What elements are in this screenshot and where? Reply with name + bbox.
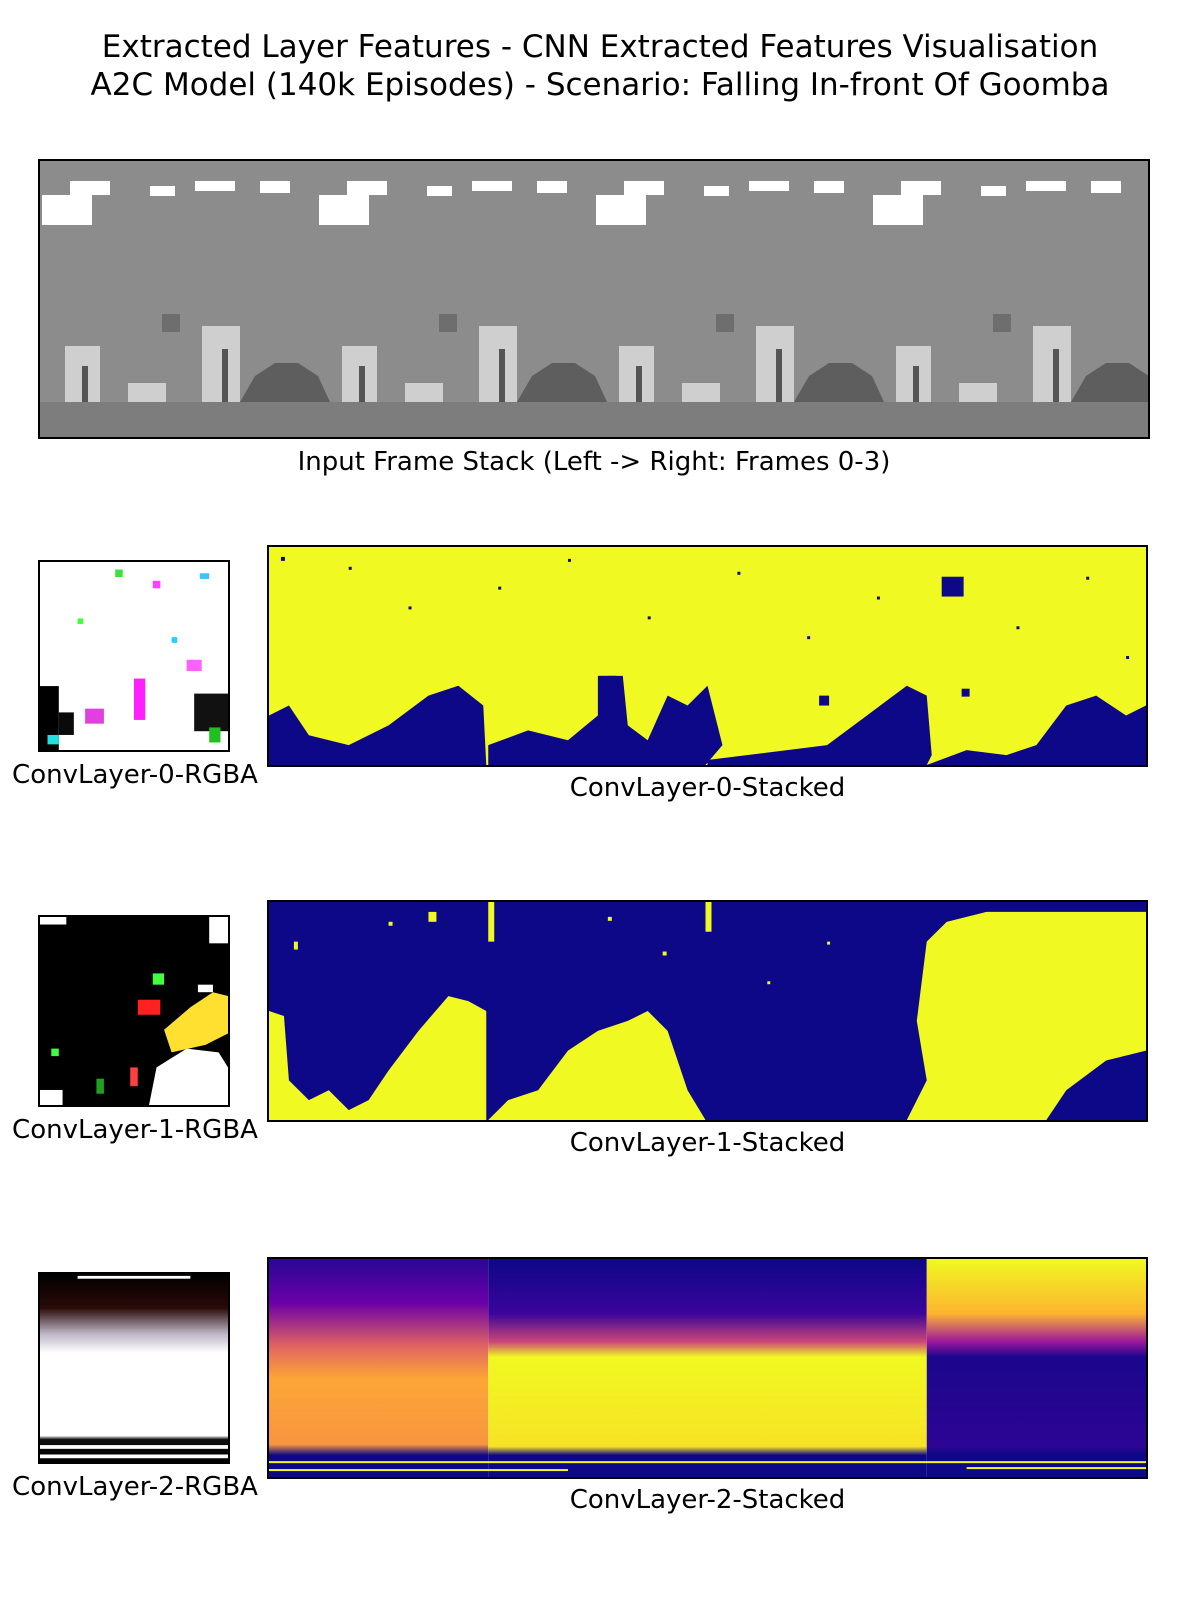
conv-layer-1-stacked-image — [267, 900, 1148, 1122]
pipe-shadow — [82, 366, 88, 402]
input-frame-stack-svg — [40, 161, 1148, 437]
conv-layer-0-stacked-caption: ConvLayer-0-Stacked — [569, 773, 846, 803]
cloud — [150, 186, 175, 196]
conv-layer-0-stacked-image — [267, 545, 1148, 767]
conv-layer-2-stacked-caption: ConvLayer-2-Stacked — [569, 1485, 846, 1515]
conv-layer-0-rgba-caption: ConvLayer-0-RGBA — [12, 760, 258, 790]
conv-layer-0-rgba-image — [38, 560, 230, 752]
brick-block — [162, 314, 180, 332]
conv-layer-2-stacked-image — [267, 1257, 1148, 1479]
input-frame-stack-image — [38, 159, 1150, 439]
cloud — [195, 181, 235, 191]
figure-title-line-1: Extracted Layer Features - CNN Extracted… — [101, 29, 1099, 65]
cloud — [260, 181, 290, 193]
pipe — [202, 326, 240, 402]
pipe-shadow — [222, 349, 228, 402]
input-frame-stack-caption: Input Frame Stack (Left -> Right: Frames… — [297, 447, 891, 477]
step-block — [128, 383, 166, 402]
conv-layer-2-rgba-caption: ConvLayer-2-RGBA — [12, 1472, 258, 1502]
cloud — [70, 181, 110, 195]
ground — [40, 402, 1148, 437]
frame-0 — [42, 181, 330, 402]
conv-layer-1-rgba-image — [38, 915, 230, 1107]
cloud — [42, 195, 92, 225]
figure-title-line-2: A2C Model (140k Episodes) - Scenario: Fa… — [90, 67, 1110, 103]
conv-layer-2-rgba-image — [38, 1272, 230, 1464]
conv-layer-1-stacked-caption: ConvLayer-1-Stacked — [569, 1128, 846, 1158]
conv-layer-1-rgba-caption: ConvLayer-1-RGBA — [12, 1115, 258, 1145]
hill — [240, 363, 330, 402]
